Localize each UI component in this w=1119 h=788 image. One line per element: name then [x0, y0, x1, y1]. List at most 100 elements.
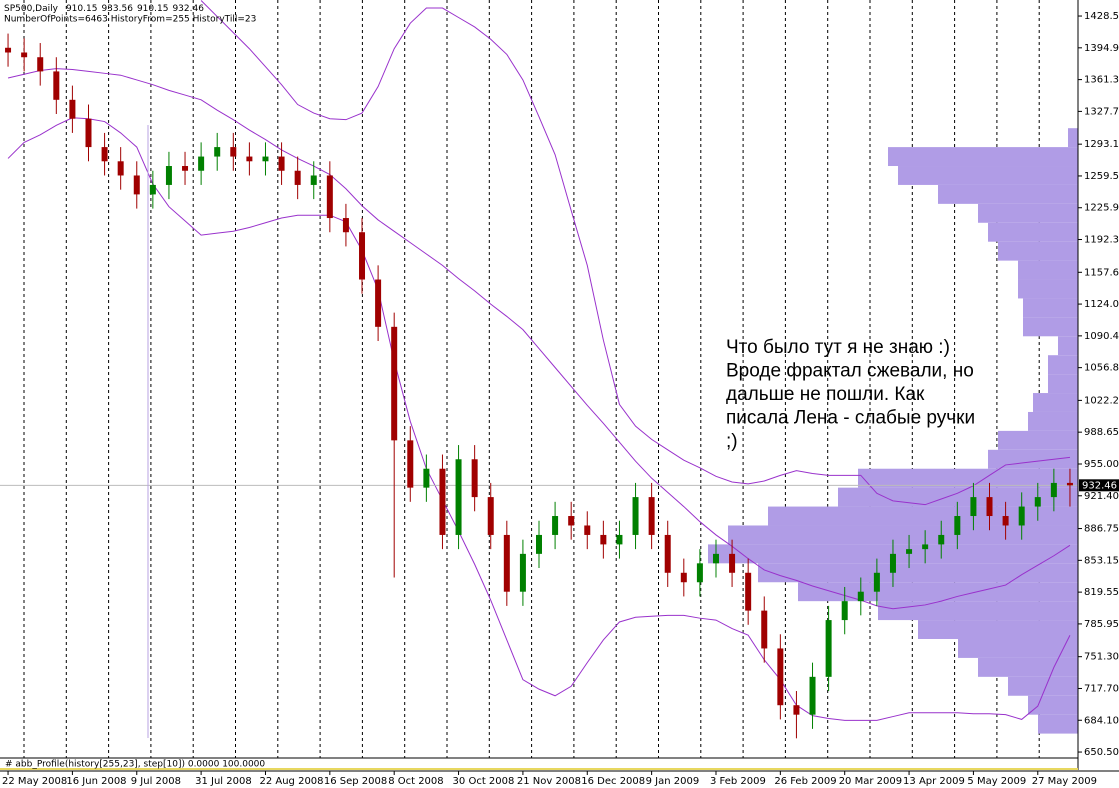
x-tick-label: 22 Aug 2008	[259, 776, 323, 787]
band-line	[7, 117, 1071, 721]
band-line	[7, 68, 1071, 610]
last-price-box	[1079, 479, 1119, 492]
candle-body	[117, 161, 124, 176]
x-tick-label: 8 Oct 2008	[388, 776, 443, 787]
y-tick-label: 650.50	[1084, 747, 1119, 758]
candle-body	[970, 497, 977, 517]
profile-bar	[1018, 279, 1078, 299]
y-tick-label: 1090.45	[1084, 331, 1119, 342]
candle-body	[85, 118, 92, 148]
candle-body	[761, 610, 768, 649]
candle-body	[69, 99, 76, 119]
profile-bar	[1008, 676, 1078, 696]
candle-body	[777, 648, 784, 706]
candle-body	[407, 440, 414, 488]
y-tick-label: 988.65	[1084, 427, 1119, 438]
candle-body	[729, 553, 736, 573]
candle-body	[841, 601, 848, 621]
high-value: 933.56	[101, 4, 133, 14]
candle-body	[825, 620, 832, 677]
x-tick-label: 22 May 2008	[2, 776, 67, 787]
y-tick-label: 819.55	[1084, 587, 1119, 598]
profile-bar	[1038, 714, 1078, 734]
candle-body	[503, 534, 510, 592]
y-tick-label: 717.70	[1084, 683, 1119, 694]
candle-body	[616, 534, 623, 545]
y-tick-label: 1394.95	[1084, 43, 1119, 54]
profile-bar	[758, 563, 1078, 583]
candle-body	[359, 232, 366, 280]
x-tick-label: 21 Nov 2008	[517, 776, 581, 787]
candle-body	[712, 553, 719, 564]
candle-body	[857, 591, 864, 602]
x-tick-label: 20 Mar 2009	[839, 776, 902, 787]
profile-bar	[958, 638, 1078, 658]
candle-body	[423, 468, 430, 488]
candle-body	[1066, 482, 1073, 486]
candle-body	[149, 184, 156, 195]
profile-bar	[1028, 695, 1078, 715]
candle-body	[455, 459, 462, 535]
x-tick-label: 3 Feb 2009	[710, 776, 766, 787]
candle-body	[600, 534, 607, 545]
profile-bar	[888, 147, 1078, 167]
profile-bar	[1023, 317, 1078, 337]
profile-bar	[988, 449, 1078, 469]
candle-body	[1034, 497, 1041, 507]
profile-bar	[898, 166, 1078, 185]
y-tick-label: 751.30	[1084, 652, 1119, 663]
plot-area	[0, 0, 1078, 758]
y-tick-label: 1157.65	[1084, 267, 1119, 278]
band-line	[200, 0, 1071, 506]
profile-bar	[1033, 393, 1078, 412]
y-tick-label: 1361.35	[1084, 75, 1119, 86]
candle-body	[873, 572, 880, 592]
chart-header: SP500,Daily 910.15 933.56 910.15 932.46	[4, 4, 204, 14]
candle-body	[1018, 506, 1025, 526]
y-tick-label: 785.95	[1084, 619, 1119, 630]
y-tick-label: 1225.90	[1084, 203, 1119, 214]
candle-body	[375, 279, 382, 327]
candle-body	[294, 170, 301, 185]
x-tick-label: 5 May 2009	[967, 776, 1026, 787]
candle-body	[1002, 516, 1009, 526]
candle-body	[552, 516, 559, 535]
y-tick-label: 1056.85	[1084, 363, 1119, 374]
candle-body	[648, 497, 655, 535]
x-tick-label: 27 May 2009	[1032, 776, 1097, 787]
x-tick-label: 31 Jul 2008	[195, 776, 252, 787]
y-tick-label: 853.15	[1084, 555, 1119, 566]
candle-body	[809, 676, 816, 715]
candle-body	[101, 147, 108, 162]
candle-body	[938, 534, 945, 545]
candle-body	[1050, 482, 1057, 498]
profile-bar	[1058, 336, 1078, 356]
profile-bar	[1048, 374, 1078, 394]
y-tick-label: 1259.50	[1084, 171, 1119, 182]
y-tick-label: 1124.05	[1084, 299, 1119, 310]
chart-subtitle: NumberOfPoints=6463 HistoryFrom=255 Hist…	[4, 15, 256, 25]
y-tick-label: 921.40	[1084, 491, 1119, 502]
low-value: 910.15	[137, 4, 169, 14]
x-tick-label: 16 Dec 2008	[581, 776, 645, 787]
candle-body	[310, 175, 317, 185]
x-tick-label: 30 Oct 2008	[453, 776, 515, 787]
profile-bar	[1028, 411, 1078, 431]
y-tick-label: 1192.30	[1084, 235, 1119, 246]
candle-body	[793, 705, 800, 715]
candle-body	[165, 166, 172, 185]
candle-body	[262, 156, 269, 162]
candle-body	[986, 497, 993, 517]
profile-bar	[798, 582, 1078, 602]
candle-body	[182, 166, 189, 171]
candle-body	[230, 147, 237, 157]
candle-body	[21, 52, 28, 58]
candle-body	[214, 147, 221, 157]
candle-body	[954, 516, 961, 535]
x-tick-label: 16 Sep 2008	[324, 776, 387, 787]
candle-body	[326, 175, 333, 219]
indicator-label: # abb_Profile(history[255,23], step[10])…	[5, 760, 265, 770]
